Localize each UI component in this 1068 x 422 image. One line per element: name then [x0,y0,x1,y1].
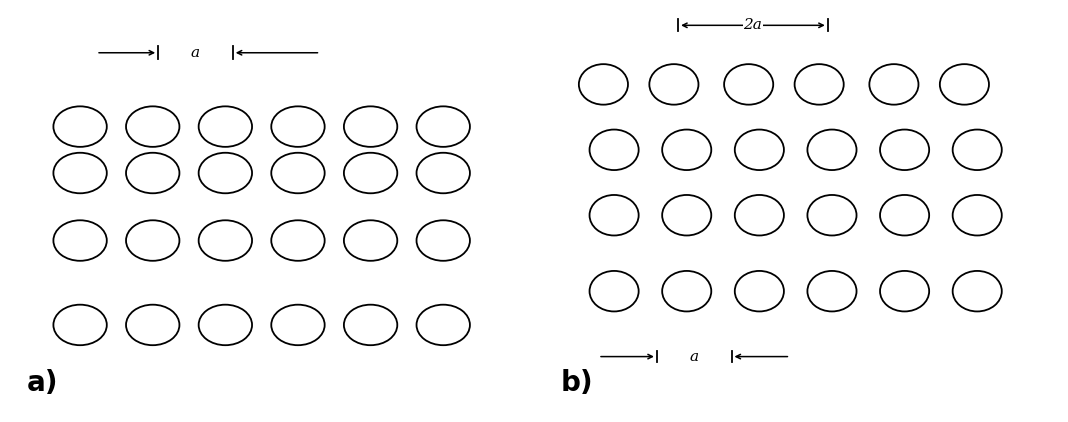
Text: a): a) [27,369,58,397]
Text: b): b) [561,369,594,397]
Text: a: a [191,46,200,60]
Text: a: a [690,349,698,364]
Text: 2a: 2a [743,18,763,32]
